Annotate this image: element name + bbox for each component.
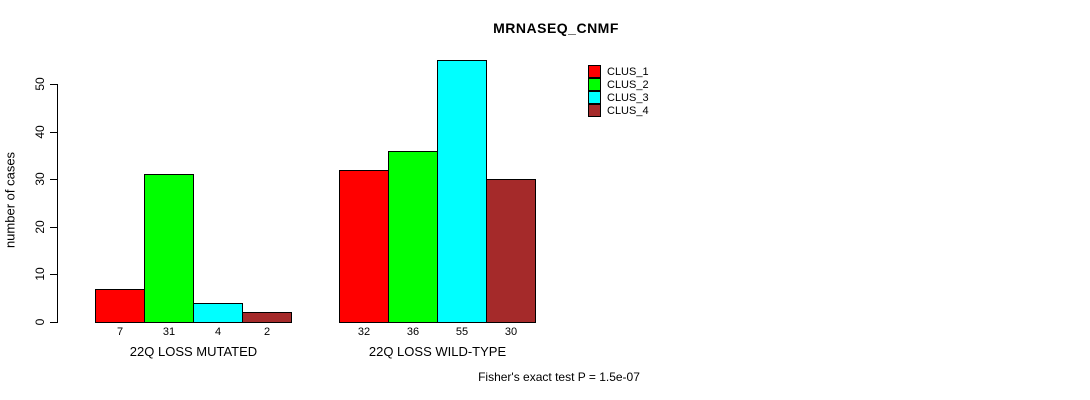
bar-value-label: 32 xyxy=(357,326,371,338)
bar-clus-1-22q-loss-mutated xyxy=(95,289,145,323)
legend-item-clus-4: CLUS_4 xyxy=(588,104,649,117)
y-tick-mark xyxy=(50,274,57,275)
y-tick-label: 30 xyxy=(33,172,47,186)
y-tick-mark xyxy=(50,179,57,180)
y-tick-mark xyxy=(50,84,57,85)
stat-annotation: Fisher's exact test P = 1.5e-07 xyxy=(478,370,640,384)
legend-label: CLUS_4 xyxy=(607,104,649,117)
legend-swatch-clus-3 xyxy=(588,91,601,104)
y-tick-mark xyxy=(50,132,57,133)
legend-item-clus-3: CLUS_3 xyxy=(588,91,649,104)
bar-value-label: 30 xyxy=(504,326,518,338)
bar-clus-2-22q-loss-mutated xyxy=(144,174,194,323)
bar-value-label: 2 xyxy=(263,326,271,338)
bar-clus-1-22q-loss-wild-type xyxy=(339,170,389,323)
y-tick-label: 10 xyxy=(33,267,47,281)
legend-swatch-clus-2 xyxy=(588,78,601,91)
bar-clus-3-22q-loss-mutated xyxy=(193,303,243,323)
y-axis-label: number of cases xyxy=(2,151,18,249)
y-tick-label: 50 xyxy=(33,77,47,91)
legend-swatch-clus-4 xyxy=(588,104,601,117)
bar-value-label: 55 xyxy=(455,326,469,338)
bar-clus-2-22q-loss-wild-type xyxy=(388,151,438,323)
bar-value-label: 4 xyxy=(214,326,222,338)
category-label-22q-loss-mutated: 22Q LOSS MUTATED xyxy=(129,344,258,359)
legend-item-clus-2: CLUS_2 xyxy=(588,78,649,91)
bar-value-label: 7 xyxy=(116,326,124,338)
bar-value-label: 36 xyxy=(406,326,420,338)
bar-clus-3-22q-loss-wild-type xyxy=(437,60,487,323)
y-tick-label: 40 xyxy=(33,125,47,139)
legend: CLUS_1 CLUS_2 CLUS_3 CLUS_4 xyxy=(588,65,649,117)
legend-label: CLUS_1 xyxy=(607,65,649,78)
y-tick-label: 0 xyxy=(33,318,47,326)
legend-label: CLUS_3 xyxy=(607,91,649,104)
category-label-22q-loss-wild-type: 22Q LOSS WILD-TYPE xyxy=(368,344,507,359)
legend-label: CLUS_2 xyxy=(607,78,649,91)
y-tick-label: 20 xyxy=(33,220,47,234)
bar-clus-4-22q-loss-mutated xyxy=(242,312,292,323)
bar-value-label: 31 xyxy=(162,326,176,338)
legend-swatch-clus-1 xyxy=(588,65,601,78)
chart-title: MRNASEQ_CNMF xyxy=(493,20,619,36)
bar-clus-4-22q-loss-wild-type xyxy=(486,179,536,323)
y-tick-mark xyxy=(50,322,57,323)
legend-item-clus-1: CLUS_1 xyxy=(588,65,649,78)
y-axis-line xyxy=(57,84,58,323)
y-tick-mark xyxy=(50,227,57,228)
